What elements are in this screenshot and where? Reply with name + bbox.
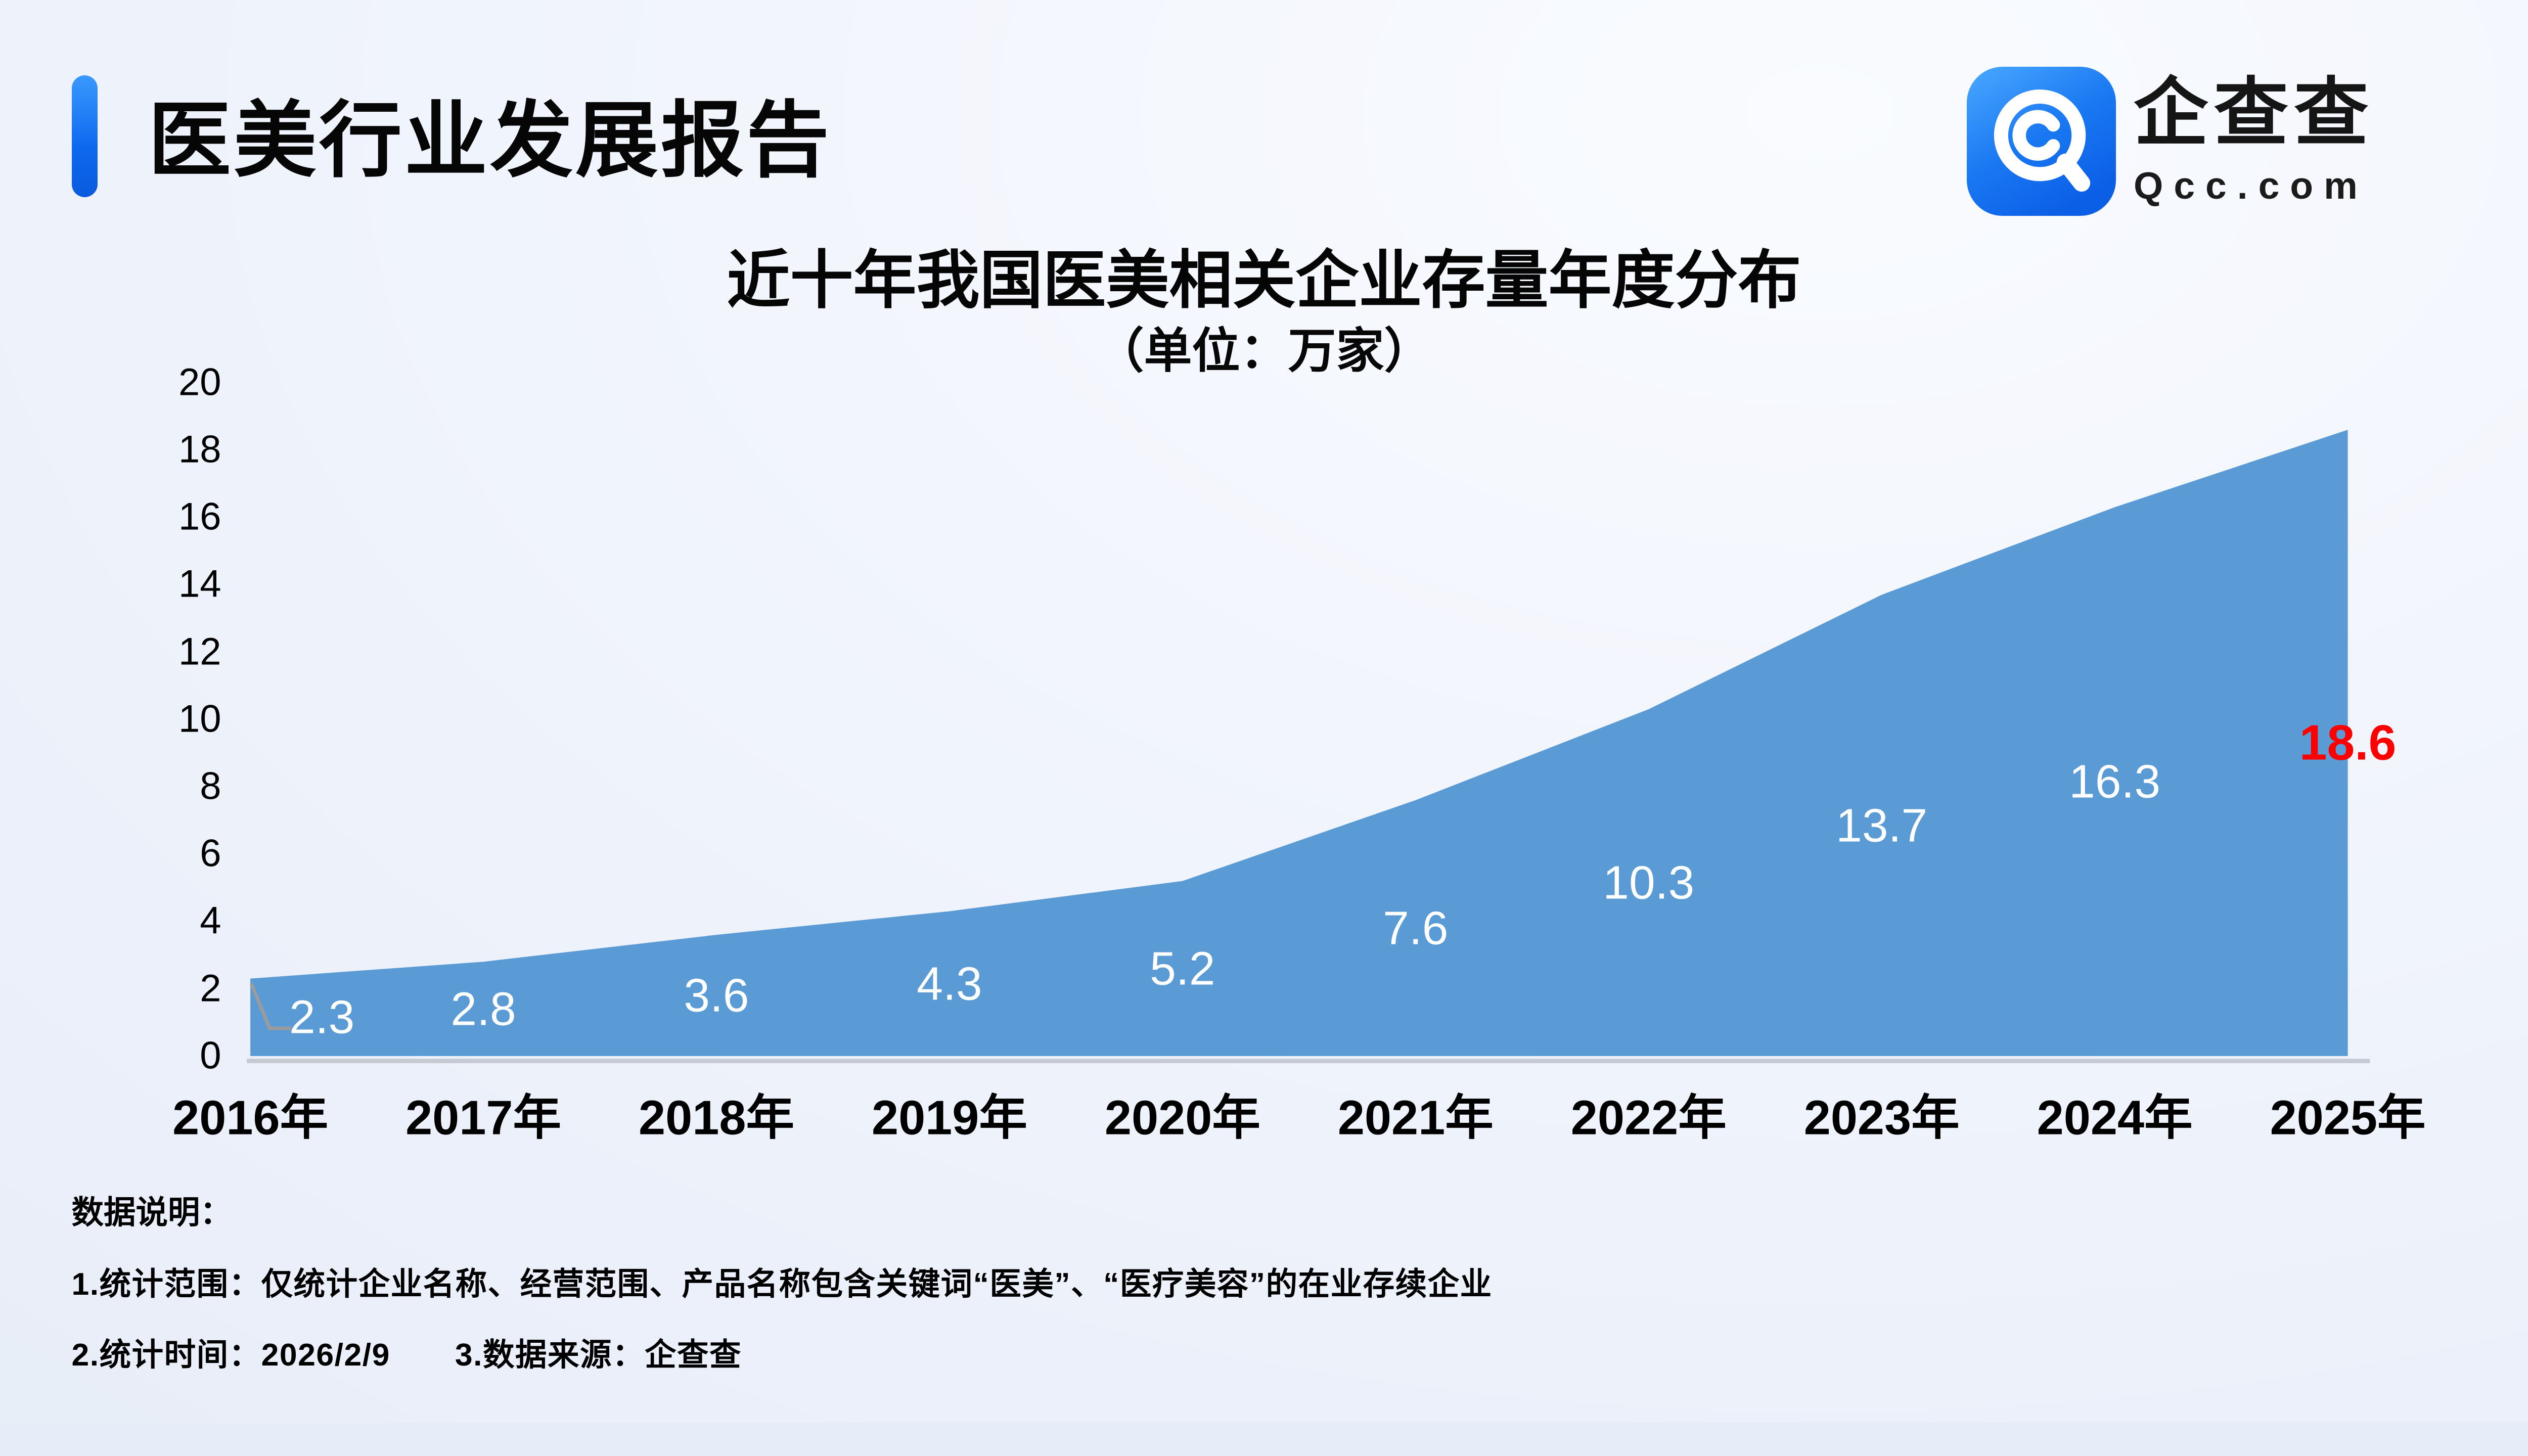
chart-title: 近十年我国医美相关企业存量年度分布 [727, 245, 1801, 316]
y-tick-label: 18 [178, 428, 221, 471]
data-label: 7.6 [1383, 901, 1449, 954]
y-tick-label: 8 [200, 764, 221, 808]
y-tick-label: 14 [178, 562, 221, 606]
label-leader-line [249, 983, 292, 1030]
x-axis-label: 2016年 [172, 1091, 329, 1145]
notes-line-1: 1.统计范围：仅统计企业名称、经营范围、产品名称包含关键词“医美”、“医疗美容”… [71, 1266, 1493, 1302]
data-label: 2.3 [289, 990, 355, 1043]
notes-heading: 数据说明： [71, 1195, 233, 1231]
y-tick-label: 2 [200, 967, 221, 1010]
y-tick-label: 6 [200, 832, 221, 875]
x-axis-label: 2025年 [2270, 1091, 2426, 1145]
y-tick-label: 10 [178, 697, 221, 741]
x-axis-label: 2023年 [1803, 1091, 1960, 1145]
y-tick-label: 12 [178, 630, 221, 673]
area-chart-canvas [247, 430, 2370, 1064]
data-label: 10.3 [1603, 856, 1695, 909]
x-axis-label: 2019年 [871, 1091, 1027, 1145]
chart-unit-label: （单位：万家） [1096, 324, 1432, 378]
qcc-logo: 企查查 Qcc.com [1967, 67, 2374, 216]
x-axis-label: 2017年 [405, 1091, 562, 1145]
data-label: 4.3 [917, 957, 982, 1010]
y-tick-label: 16 [178, 495, 221, 538]
page-title: 医美行业发展报告 [148, 94, 832, 187]
qcc-spiral-icon [1967, 67, 2116, 216]
data-label: 5.2 [1150, 942, 1215, 995]
data-label: 2.8 [450, 982, 516, 1035]
data-label: 13.7 [1836, 799, 1928, 852]
data-label: 16.3 [2069, 755, 2161, 808]
area-shape [250, 430, 2348, 1056]
y-tick-label: 0 [200, 1034, 221, 1077]
logo-name-cn: 企查查 [2134, 71, 2374, 155]
x-axis-label: 2021年 [1337, 1091, 1494, 1145]
logo-domain: Qcc.com [2134, 164, 2368, 207]
report-page: 医美行业发展报告 企查查 Qcc.com 近十年我国医美相关企业存量年度分布 （… [0, 0, 2528, 1422]
notes-block: 数据说明： 1.统计范围：仅统计企业名称、经营范围、产品名称包含关键词“医美”、… [72, 1197, 1493, 1371]
notes-line-2: 2.统计时间：2026/2/9 3.数据来源：企查查 [71, 1337, 742, 1373]
title-accent-bar [71, 75, 98, 198]
y-tick-label: 20 [178, 360, 221, 404]
logo-text: 企查查 Qcc.com [2134, 67, 2374, 207]
x-axis-label: 2018年 [639, 1091, 794, 1145]
highlight-data-label: 18.6 [2299, 714, 2397, 770]
data-label: 3.6 [684, 969, 749, 1022]
x-axis-label: 2020年 [1104, 1091, 1260, 1145]
x-axis-label: 2024年 [2037, 1091, 2193, 1145]
x-axis-label: 2022年 [1570, 1091, 1727, 1145]
y-tick-label: 4 [200, 899, 221, 942]
